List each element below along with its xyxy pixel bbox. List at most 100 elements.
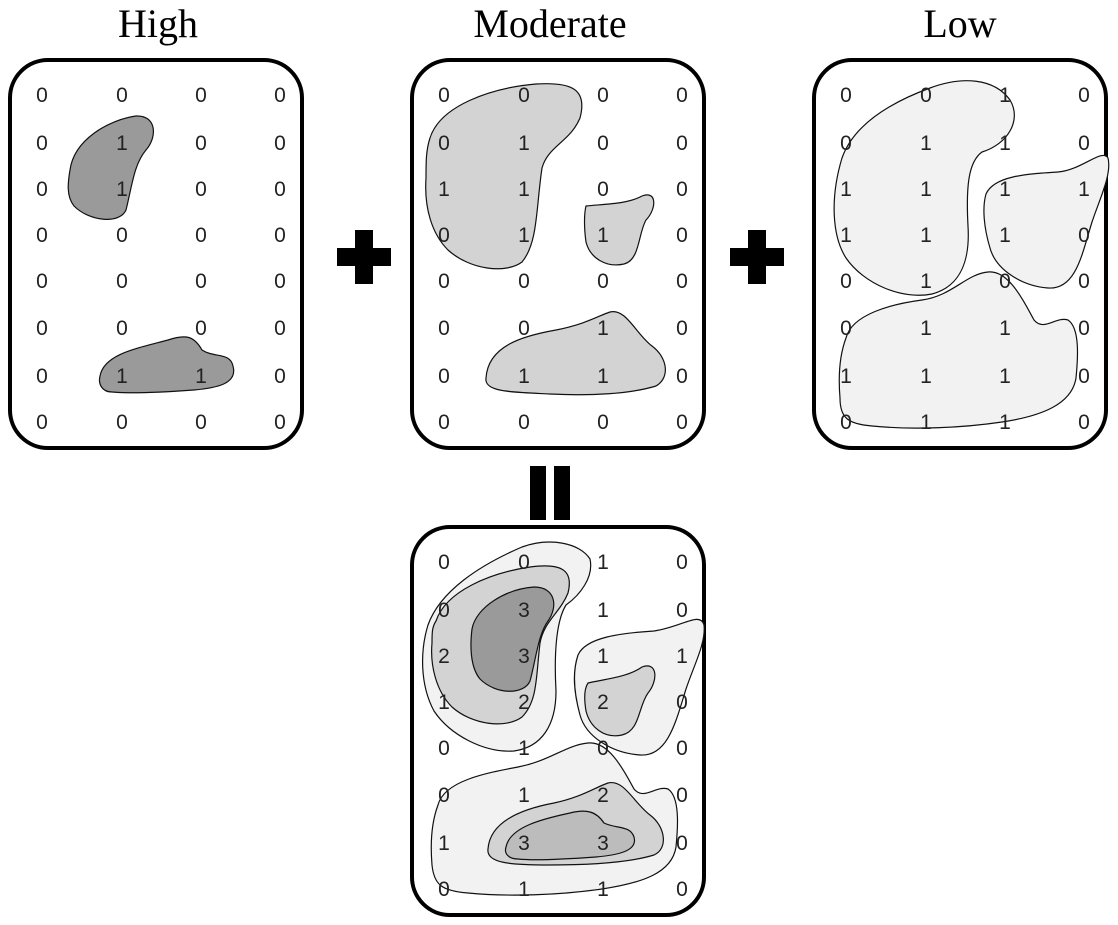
grid-cell: 1: [676, 645, 688, 668]
grid-cell: 0: [438, 737, 450, 760]
grid-cell: 1: [195, 365, 207, 388]
grid-cell: 0: [274, 178, 286, 201]
grid-cell: 0: [274, 224, 286, 247]
grid-cell: 0: [438, 132, 450, 155]
grid-cell: 0: [1078, 365, 1090, 388]
grid-cell: 1: [597, 317, 609, 340]
panel-low: 0 0 1 0 0 1 1 0 1 1 1 1 1 1 1 0 0 1 0 0 …: [812, 58, 1110, 450]
grid-cell: 0: [438, 878, 450, 901]
grid-cell: 1: [597, 224, 609, 247]
grid-cell: 0: [195, 178, 207, 201]
grid-cell: 0: [438, 84, 450, 107]
grid-cell: 0: [840, 270, 852, 293]
grid-cell: 1: [518, 132, 530, 155]
moderate-regions: [425, 83, 666, 396]
grid-cell: 1: [920, 270, 932, 293]
grid-cell: 0: [438, 270, 450, 293]
grid-cell: 0: [1078, 411, 1090, 434]
sum-high-bottom: [504, 810, 636, 861]
grid-cell: 0: [676, 551, 688, 574]
grid-cell: 1: [840, 365, 852, 388]
moderate-region-bottom: [485, 311, 666, 396]
grid-cell: 1: [999, 411, 1011, 434]
grid-cell: 0: [518, 411, 530, 434]
sum-moderate-right: [584, 665, 656, 737]
panel-sum: 0 0 1 0 0 3 1 0 2 3 1 1 1 2 2 0 0 1 0 0 …: [410, 525, 706, 917]
grid-cell: 0: [195, 270, 207, 293]
grid-cell: 0: [36, 132, 48, 155]
moderate-region-left: [425, 83, 583, 270]
panel-high: 0 0 0 0 0 1 0 0 0 1 0 0 0 0 0 0 0 0 0 0 …: [8, 58, 304, 450]
grid-cell: 2: [597, 784, 609, 807]
grid-cell: 1: [116, 132, 128, 155]
grid-cell: 0: [840, 132, 852, 155]
grid-cell: 0: [676, 411, 688, 434]
grid-cell: 0: [438, 365, 450, 388]
grid-cell: 1: [597, 599, 609, 622]
grid-cell: 1: [840, 224, 852, 247]
grid-cell: 0: [116, 84, 128, 107]
grid-cell: 1: [999, 224, 1011, 247]
grid-cell: 0: [36, 224, 48, 247]
grid-cell: 1: [920, 224, 932, 247]
grid-cell: 0: [274, 270, 286, 293]
grid-cell: 0: [840, 84, 852, 107]
grid-cell: 1: [920, 411, 932, 434]
grid-cell: 0: [597, 178, 609, 201]
grid-cell: 1: [920, 132, 932, 155]
grid-cell: 0: [597, 132, 609, 155]
grid-cell: 0: [274, 365, 286, 388]
grid-cell: 0: [274, 132, 286, 155]
grid-cell: 0: [676, 691, 688, 714]
moderate-region-right: [583, 194, 655, 266]
grid-cell: 0: [1078, 224, 1090, 247]
grid-cell: 1: [597, 551, 609, 574]
grid-cell: 0: [676, 599, 688, 622]
grid-cell: 1: [999, 178, 1011, 201]
grid-cell: 1: [1078, 178, 1090, 201]
grid-cell: 3: [518, 645, 530, 668]
grid-cell: 0: [1078, 132, 1090, 155]
grid-cell: 0: [676, 832, 688, 855]
grid-cell: 3: [518, 599, 530, 622]
grid-cell: 1: [518, 737, 530, 760]
high-region-lower: [98, 336, 235, 394]
grid-cell: 1: [597, 878, 609, 901]
grid-cell: 0: [274, 317, 286, 340]
grid-cell: 0: [676, 737, 688, 760]
grid-cell: 1: [116, 178, 128, 201]
grid-cell: 0: [676, 317, 688, 340]
plus-icon: [337, 230, 391, 284]
grid-cell: 1: [920, 178, 932, 201]
grid-cell: 1: [999, 365, 1011, 388]
panel-title-moderate: Moderate: [473, 1, 627, 46]
grid-cell: 0: [676, 878, 688, 901]
grid-cell: 3: [518, 832, 530, 855]
low-region-upper-left: [833, 80, 1015, 296]
grid-cell: 0: [195, 132, 207, 155]
grid-cell: 2: [438, 645, 450, 668]
grid-cell: 0: [676, 224, 688, 247]
low-regions: [833, 80, 1110, 429]
low-region-bottom: [838, 271, 1079, 429]
grid-cell: 1: [438, 178, 450, 201]
grid-cell: 0: [597, 737, 609, 760]
panel-title-high: High: [118, 1, 198, 46]
grid-cell: 0: [597, 84, 609, 107]
grid-cell: 1: [438, 691, 450, 714]
grid-cell: 1: [999, 84, 1011, 107]
grid-cell: 1: [518, 365, 530, 388]
grid-cell: 0: [518, 84, 530, 107]
grid-cell: 0: [676, 84, 688, 107]
grid-cell: 0: [518, 317, 530, 340]
sum-high-upper: [470, 586, 555, 692]
grid-cell: 1: [840, 178, 852, 201]
grid-cell: 0: [840, 317, 852, 340]
grid-cell: 0: [840, 411, 852, 434]
grid-cell: 0: [195, 317, 207, 340]
grid-cell: 1: [597, 645, 609, 668]
grid-cell: 0: [195, 411, 207, 434]
grid-cell: 0: [1078, 270, 1090, 293]
grid-cell: 1: [597, 365, 609, 388]
grid-cell: 0: [36, 317, 48, 340]
